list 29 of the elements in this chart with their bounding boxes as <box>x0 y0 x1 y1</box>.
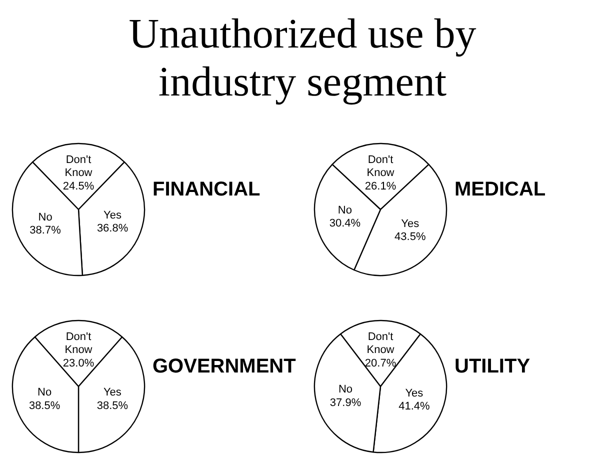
slice-label: Don't Know <box>64 331 92 356</box>
data-label: 23.0% <box>62 357 94 370</box>
data-label: 38.5% <box>96 400 128 412</box>
slice-label: Don't Know <box>366 331 394 356</box>
text: Unauthorized use by industry segment <box>128 11 476 106</box>
data-label: 26.1% <box>364 180 396 192</box>
data-label: 43.5% <box>394 231 426 244</box>
data-label: 20.7% <box>364 357 396 370</box>
slice-label: Yes <box>401 218 420 230</box>
data-label: 37.9% <box>330 396 362 409</box>
data-label: 36.8% <box>96 222 128 235</box>
data-label: 38.5% <box>28 400 60 412</box>
data-label: 30.4% <box>329 217 361 230</box>
slice-label: No <box>38 386 52 399</box>
slice-label: No <box>338 204 352 216</box>
text: GOVERNMENT <box>152 356 296 378</box>
text: UTILITY <box>454 356 531 378</box>
slice-label: Yes <box>405 387 424 400</box>
slice-label: Don't Know <box>366 154 394 180</box>
data-label: 38.7% <box>30 224 62 237</box>
data-label: 24.5% <box>62 180 94 192</box>
slice-label: Yes <box>104 210 122 222</box>
slice-label: Yes <box>103 386 122 399</box>
text: MEDICAL <box>454 178 546 200</box>
data-label: 41.4% <box>398 400 430 413</box>
slice-label: Don't Know <box>64 154 92 180</box>
text: FINANCIAL <box>152 178 260 200</box>
slice-label: No <box>38 212 52 224</box>
slice-label: No <box>338 384 353 396</box>
